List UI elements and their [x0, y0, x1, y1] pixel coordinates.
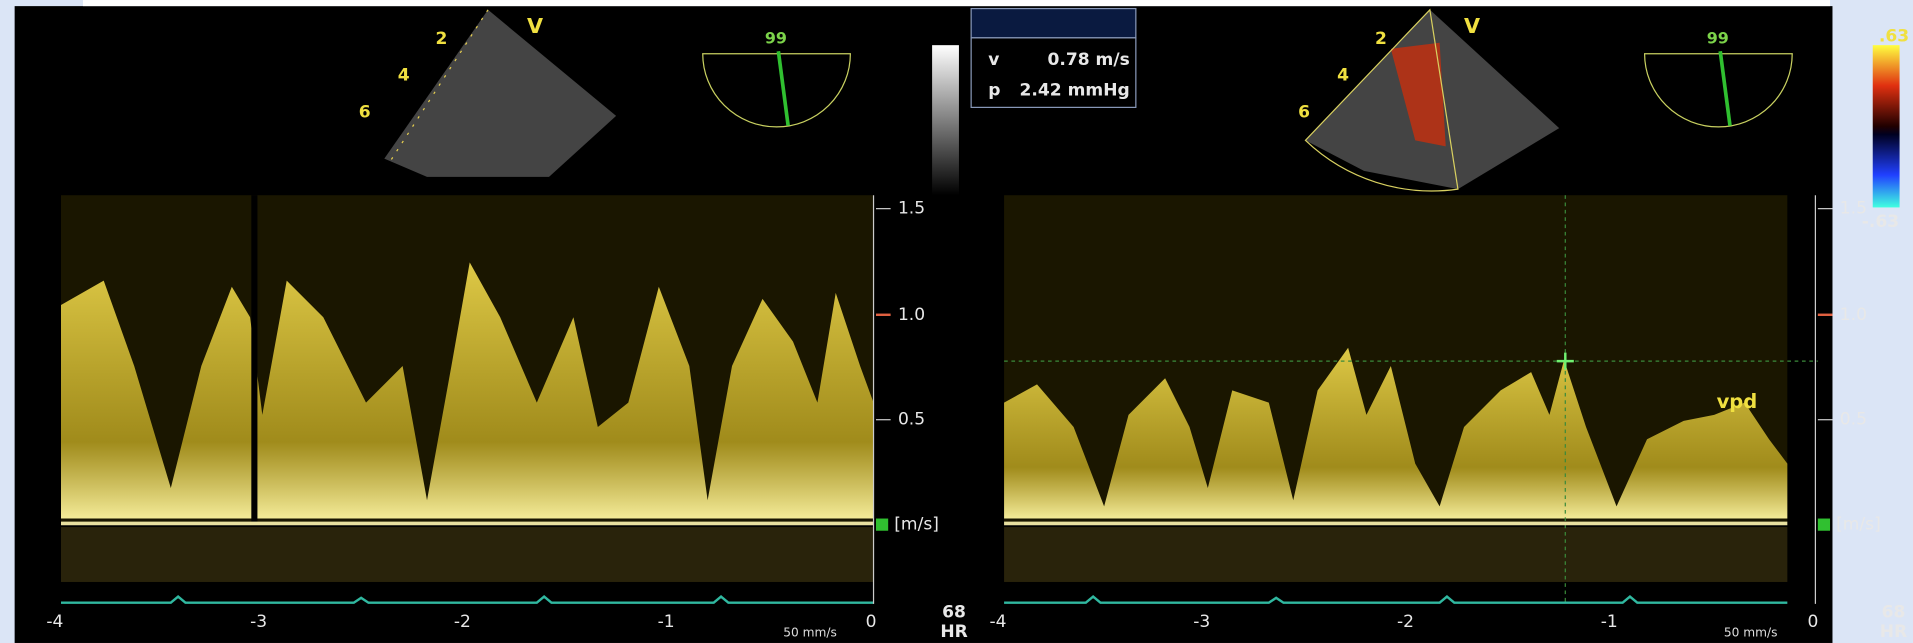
unit-label: [m/s]: [894, 515, 939, 535]
time-label: -1: [1601, 612, 1618, 632]
color-scale-max: .63: [1879, 27, 1909, 47]
ultrasound-screen: V 2 4 6 99 1.5 1.0 0.5 [m/s] -4 -3 -2 -1…: [0, 0, 1913, 643]
time-label: -4: [46, 612, 63, 632]
measurement-value: 0.78 m/s: [1047, 50, 1129, 70]
toolbar: [971, 9, 1136, 38]
depth-label: 2: [1375, 29, 1387, 49]
time-label: -2: [1397, 612, 1414, 632]
unit-label: [m/s]: [1836, 515, 1881, 535]
measurement-symbol: p: [988, 80, 1000, 100]
heart-rate: 68: [942, 602, 966, 622]
freeze-line: [251, 195, 257, 522]
reverse-spectrum: [1004, 527, 1787, 582]
time-label: 0: [866, 612, 877, 632]
probe-mark: V: [527, 14, 543, 38]
velocity-label: 1.0: [898, 305, 925, 325]
annotation: vpd: [1717, 390, 1758, 413]
reverse-spectrum: [61, 527, 874, 582]
time-label: -4: [989, 612, 1006, 632]
time-label: -1: [658, 612, 675, 632]
time-label: -3: [1193, 612, 1210, 632]
velocity-label: 1.0: [1840, 305, 1867, 325]
velocity-label: 0.5: [898, 410, 925, 430]
velocity-label: 0.5: [1840, 410, 1867, 430]
time-label: -2: [454, 612, 471, 632]
angle-value: 99: [765, 29, 787, 48]
sweep-speed: 50 mm/s: [783, 626, 837, 640]
baseline-marker: [1818, 519, 1830, 531]
velocity-label: 1.5: [898, 199, 925, 219]
color-scale-bar: [1873, 45, 1900, 207]
sweep-speed: 50 mm/s: [1724, 626, 1778, 640]
color-scale-min: -.63: [1862, 212, 1899, 232]
heart-rate-label: HR: [1880, 622, 1907, 642]
depth-label: 4: [1337, 66, 1349, 86]
measurement-box: v 0.78 m/s p 2.42 mmHg: [971, 9, 1136, 108]
measurement-symbol: v: [988, 50, 999, 70]
time-label: 0: [1808, 612, 1819, 632]
depth-label: 2: [436, 29, 448, 49]
angle-value: 99: [1707, 29, 1729, 48]
gray-scale-bar: [932, 45, 959, 195]
heart-rate-label: HR: [940, 622, 967, 642]
baseline-marker: [876, 519, 888, 531]
top-strip: [83, 0, 1830, 6]
heart-rate: 68: [1882, 602, 1906, 622]
depth-label: 6: [1298, 102, 1310, 122]
page: { "left_panel": { "probe_mark": "V", "de…: [0, 0, 1913, 643]
time-label: -3: [250, 612, 267, 632]
velocity-label: 1.5: [1840, 199, 1867, 219]
measurement-value: 2.42 mmHg: [1020, 80, 1130, 100]
depth-label: 4: [398, 66, 410, 86]
probe-mark: V: [1464, 14, 1480, 38]
depth-label: 6: [359, 102, 371, 122]
